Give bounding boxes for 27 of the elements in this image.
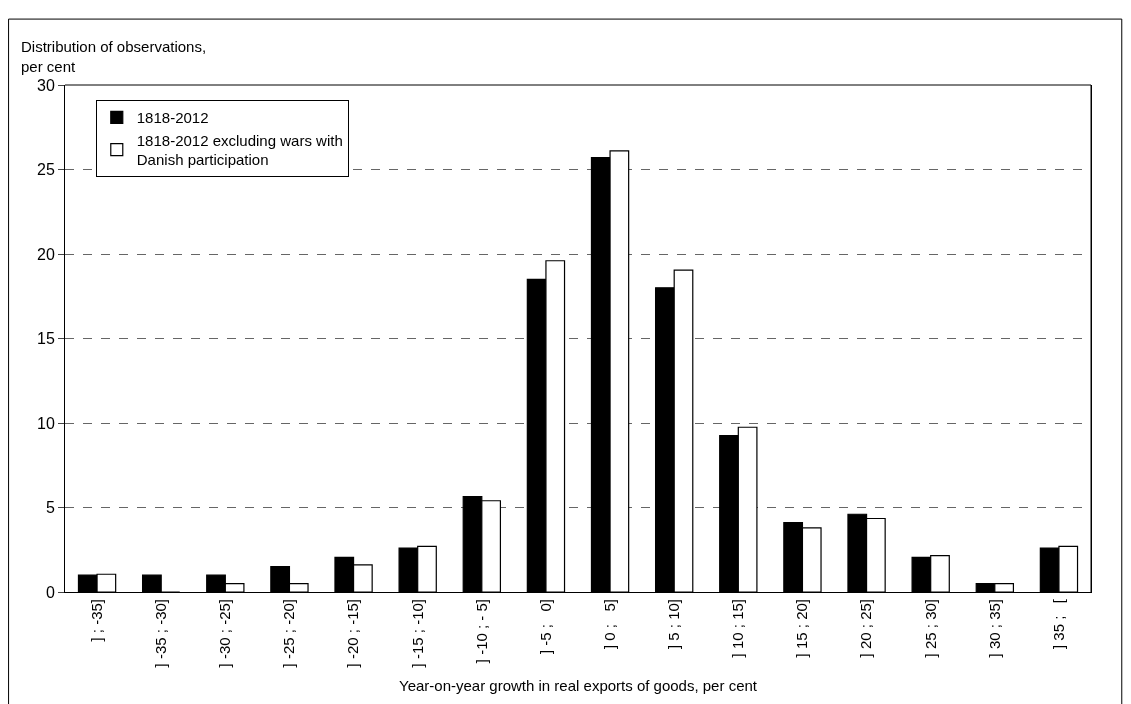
legend-label: 1818-2012 xyxy=(136,109,209,127)
x-tick-label: ] -15 ; -10] xyxy=(408,599,426,668)
y-tick-label: 25 xyxy=(37,161,55,179)
y-tick-label: 30 xyxy=(37,76,55,94)
x-tick-label: ] -5 ; 0] xyxy=(536,599,554,655)
x-tick-label: ] 5 ; 10] xyxy=(665,599,683,650)
x-tick-label: ] 30 ; 35] xyxy=(985,599,1003,658)
x-tick-label: ] -35 ; -30] xyxy=(152,599,170,668)
x-tick-label: ] -20 ; -15] xyxy=(344,599,362,668)
x-tick-label: ] 15 ; 20] xyxy=(793,599,811,658)
x-tick-label: ] ; -35] xyxy=(87,599,105,642)
x-axis-title: Year-on-year growth in real exports of goods, per cent xyxy=(399,677,758,695)
x-tick-label: ] -30 ; -25] xyxy=(216,599,234,668)
x-tick-label: ] -25 ; -20] xyxy=(280,599,298,668)
x-tick-label: ] 0 ; 5] xyxy=(600,599,618,650)
y-tick-label: 0 xyxy=(45,583,55,601)
y-tick-label: 15 xyxy=(37,330,55,348)
x-tick-label: ] -10 ; - 5] xyxy=(472,599,490,664)
y-tick-label: 5 xyxy=(45,499,55,517)
x-tick-label: ] 20 ; 25] xyxy=(857,599,875,658)
x-tick-label: ] 35 ; [ xyxy=(1049,598,1067,650)
x-tick-label: ] 25 ; 30] xyxy=(921,599,939,658)
y-tick-label: 10 xyxy=(37,414,55,432)
x-tick-label: ] 10 ; 15] xyxy=(729,599,747,658)
y-axis-title: Distribution of observations, per cent xyxy=(21,38,207,75)
legend-label: 1818-2012 excluding wars with Danish participation xyxy=(136,131,343,169)
y-tick-label: 20 xyxy=(37,245,55,263)
